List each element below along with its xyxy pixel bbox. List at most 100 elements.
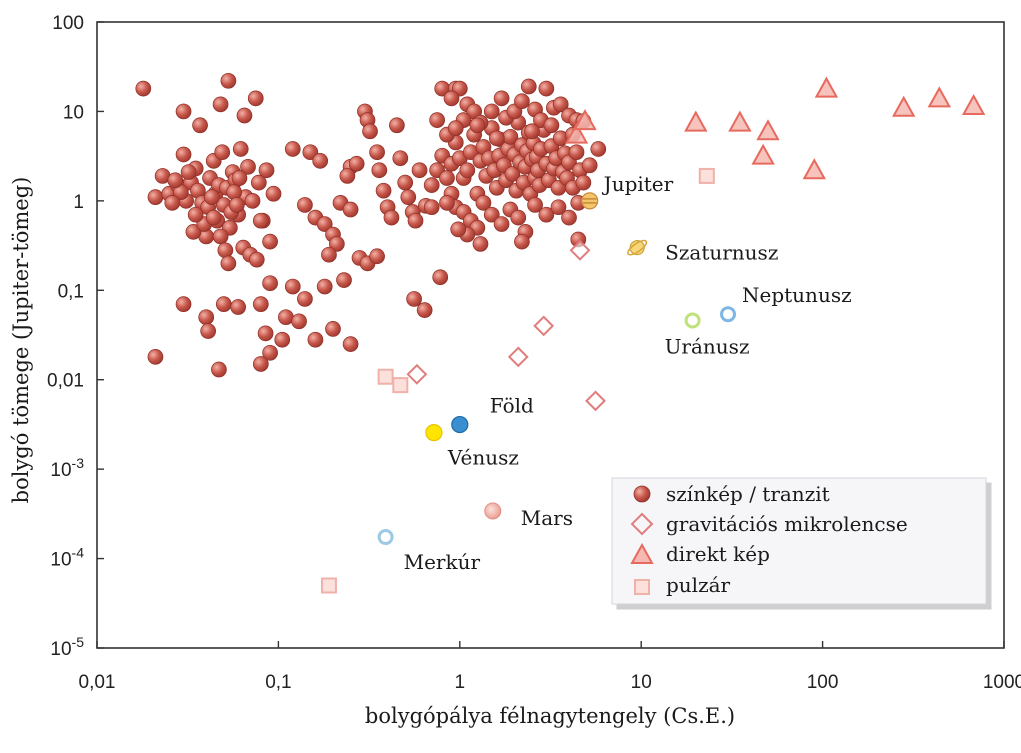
legend-label-spectro: színkép / tranzit [666,482,830,506]
data-point-spectro [504,166,521,182]
data-point-spectro [291,313,307,330]
data-point-spectro [252,296,269,312]
data-point-spectro [284,141,301,157]
data-point-spectro [175,146,192,163]
data-point-microlens [569,239,591,261]
data-point-spectro [297,197,313,213]
data-point-spectro [240,159,256,175]
y-tick-base: 10 [63,102,84,123]
data-point-spectro [392,150,409,167]
data-point-direct [802,158,826,180]
data-point-spectro [211,361,227,378]
legend: színkép / tranzit gravitációs mikrolencs… [611,477,987,605]
legend-marker-square [634,579,650,595]
data-point-spectro [590,141,607,157]
legend-item-pulsar: pulzár [634,573,731,597]
y-tick-base: 10 [50,639,71,660]
data-point-spectro [336,272,352,288]
data-point-spectro [524,123,540,140]
data-point-spectro [329,236,345,252]
data-point-spectro [339,168,356,184]
planet-mars-label: Mars [521,506,573,530]
planet-mars-marker [484,502,502,520]
y-tick-label: 10-5 [50,634,84,660]
data-point-spectro [383,209,400,226]
legend-item-direct: direkt kép [630,542,770,566]
data-point-spectro [217,242,234,259]
y-tick-label: 10 [63,102,84,123]
data-point-spectro [514,93,530,110]
data-point-spectro [167,172,184,189]
data-point-spectro [407,212,424,229]
legend-item-microlens: gravitációs mikrolencse [630,512,908,536]
planet-merkur-marker [377,529,394,546]
data-point-spectro [439,194,455,211]
data-point-microlens [406,363,428,385]
x-tick-label: 1000 [983,672,1021,693]
data-point-spectro [232,141,249,157]
legend-marker-diamond [630,512,654,536]
legend-marker-triangle [630,542,654,564]
data-point-spectro [483,206,500,223]
data-point-spectro [371,162,388,179]
data-point-spectro [250,174,267,191]
data-point-spectro [475,194,492,211]
data-point-direct [961,93,986,115]
data-point-spectro [135,80,152,97]
data-point-pulsar [320,577,337,594]
data-point-pulsar [698,167,715,184]
solar-system-planets: Merkúr Vénusz Föld Mars Jupiter Szaturnusz Urá… [377,172,852,574]
data-point-spectro [228,197,245,213]
data-point-spectro [543,117,560,134]
data-point-spectro [185,224,202,240]
planet-saturn-ring [627,239,648,256]
data-point-microlens [585,390,606,412]
data-point-spectro [164,194,181,211]
data-points [135,72,986,594]
data-point-spectro [316,216,333,232]
data-point-direct [892,95,916,117]
data-point-spectro [192,117,208,134]
data-point-spectro [248,251,265,268]
data-point-spectro [369,248,385,265]
data-point-spectro [561,209,577,226]
data-point-spectro [429,112,445,128]
data-point-spectro [278,309,294,326]
legend-label-direct: direkt kép [666,542,770,566]
data-point-direct [927,86,952,108]
data-point-spectro [220,72,237,89]
data-point-spectro [493,90,510,107]
y-tick-exponent: -4 [72,545,85,561]
data-point-spectro [215,296,232,312]
data-point-spectro [274,331,291,348]
data-point-direct [751,143,775,165]
data-point-spectro [175,103,192,120]
data-point-spectro [205,209,222,226]
legend-label-pulsar: pulzár [666,573,731,597]
plot-area [96,21,1005,649]
data-point-spectro [262,233,278,250]
data-point-spectro [230,299,247,315]
planet-jupiter-label: Jupiter [602,172,674,196]
data-point-microlens [533,315,555,337]
data-point-spectro [321,246,337,263]
data-point-spectro [514,233,530,250]
x-ticks: 0,01 0,1 1 10 100 1000 [79,641,1021,693]
legend-item-spectro: színkép / tranzit [633,482,830,506]
planet-neptunusz-label: Neptunusz [742,283,852,307]
planet-venusz-label: Vénusz [447,446,519,470]
planet-fold-label: Föld [490,394,534,418]
data-point-spectro [342,201,359,218]
data-point-spectro [244,193,261,209]
data-point-spectro [527,197,543,213]
data-point-spectro [575,174,592,191]
data-point-spectro [262,344,278,361]
data-point-spectro [568,144,585,161]
x-tick-label: 0,01 [79,672,116,693]
y-tick-exponent: -3 [72,455,85,471]
data-point-spectro [397,174,414,191]
planet-merkur-label: Merkúr [404,550,481,574]
y-tick-base: 0,01 [47,371,84,392]
data-point-direct [573,109,597,131]
planet-uranusz-label: Uránusz [665,334,750,358]
